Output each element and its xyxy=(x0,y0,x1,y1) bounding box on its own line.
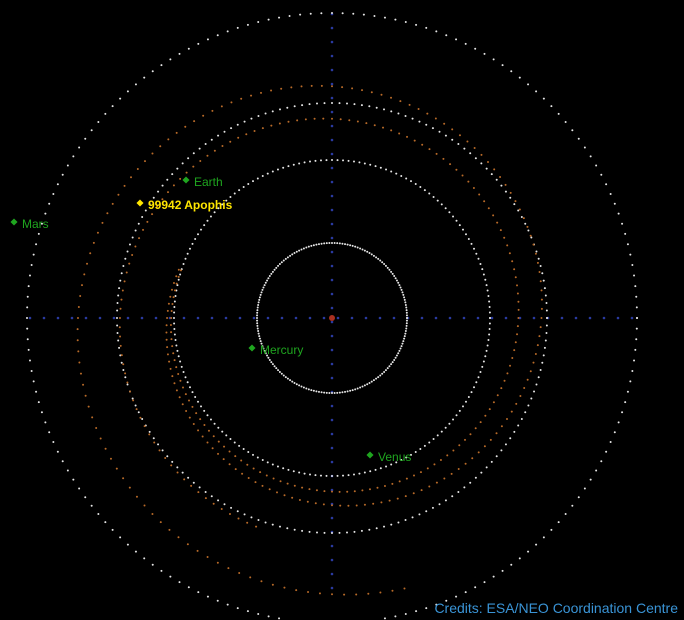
orbit-diagram: MarsEarth99942 ApophisMercuryVenus Credi… xyxy=(0,0,684,620)
credits-text: Credits: ESA/NEO Coordination Centre xyxy=(434,600,678,616)
orbit-svg xyxy=(0,0,684,620)
